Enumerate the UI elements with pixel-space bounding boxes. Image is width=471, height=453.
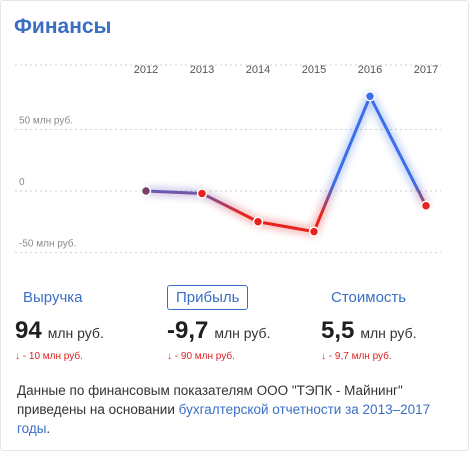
x-tick-label: 2014 — [246, 64, 270, 76]
metric-revenue-unit: млн руб. — [47, 325, 104, 341]
y-tick-label: -50 млн руб. — [19, 238, 76, 250]
profit-line — [144, 94, 428, 234]
data-point-2016[interactable] — [364, 91, 376, 102]
metric-profit-number: -9,7 — [167, 317, 209, 344]
metric-profit-unit: млн руб. — [214, 325, 271, 341]
data-point-2017[interactable] — [420, 200, 432, 212]
metric-profit-value: -9,7 млн руб. — [167, 317, 270, 345]
metric-profit-tab[interactable]: Прибыль — [167, 285, 249, 310]
metric-revenue-value: 94 млн руб. — [15, 317, 104, 345]
metric-revenue-number: 94 — [15, 317, 42, 344]
data-point-2013[interactable] — [196, 188, 208, 199]
x-tick-label: 2015 — [302, 64, 326, 76]
metric-cost-change: ↓ - 9,7 млн руб. — [321, 351, 392, 362]
data-source-note: Данные по финансовым показателям ООО "ТЭ… — [17, 381, 457, 438]
widget-title: Финансы — [14, 15, 112, 38]
y-tick-label: 50 млн руб. — [19, 115, 73, 127]
data-point-2012[interactable] — [140, 185, 152, 197]
profit-line-glow — [145, 92, 430, 236]
metric-cost-unit: млн руб. — [360, 325, 417, 341]
x-tick-label: 2012 — [134, 64, 158, 76]
x-tick-label: 2013 — [190, 64, 214, 76]
profit-line-chart: 50 млн руб. 0 -50 млн руб. 2012 2013 2014 201… — [15, 64, 441, 253]
note-text: Данные по финансовым показателям ООО "ТЭ… — [17, 383, 403, 417]
x-tick-label: 2017 — [414, 64, 438, 76]
note-suffix: . — [46, 421, 51, 436]
metric-value-tab[interactable]: Стоимость — [331, 289, 407, 306]
metric-cost-value: 5,5 млн руб. — [321, 317, 416, 345]
metric-profit-change: ↓ - 90 млн руб. — [167, 351, 235, 362]
metric-cost-number: 5,5 — [321, 317, 355, 344]
data-point-2015[interactable] — [308, 226, 320, 237]
metric-revenue-tab[interactable]: Выручка — [23, 289, 83, 306]
x-tick-label: 2016 — [358, 64, 382, 76]
y-tick-label: 0 — [19, 177, 25, 188]
data-point-2014[interactable] — [252, 216, 264, 227]
accounting-report-link[interactable]: бухгалтерской отчетности за 2013–2017 го… — [17, 402, 431, 436]
metric-revenue-change: ↓ - 10 млн руб. — [15, 351, 83, 362]
